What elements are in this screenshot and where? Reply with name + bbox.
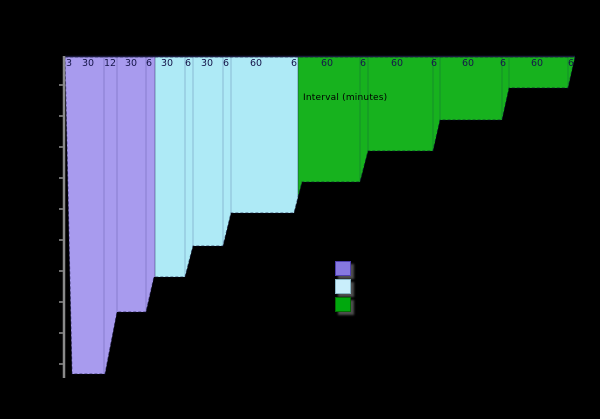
green-band [298,57,575,374]
interval-label: 6 [291,58,297,69]
interval-label: 3 [66,58,72,69]
interval-label: 6 [500,58,506,69]
interval-label: 6 [146,58,152,69]
interval-label: 60 [321,58,333,69]
interval-label: 30 [125,58,137,69]
interval-label: 6 [185,58,191,69]
interval-label: 6 [431,58,437,69]
interval-label: 6 [223,58,229,69]
interval-label: 6 [360,58,366,69]
legend-swatch-purple [335,261,351,276]
interval-label: 60 [250,58,262,69]
interval-axis-annotation: Interval (minutes) [303,93,388,103]
outline-edge [64,56,576,375]
interval-label: 30 [201,58,213,69]
interval-label: 30 [82,58,94,69]
stepped-area [65,57,575,374]
interval-label: 60 [531,58,543,69]
interval-label: 6 [568,58,574,69]
interval-label: 12 [104,58,116,69]
interval-label: 60 [391,58,403,69]
purple-band [65,57,155,374]
interval-label: 30 [161,58,173,69]
cyan-band [155,57,298,374]
legend [335,261,351,312]
legend-swatch-cyan [335,279,351,294]
legend-swatch-green [335,297,351,312]
interval-label: 60 [462,58,474,69]
